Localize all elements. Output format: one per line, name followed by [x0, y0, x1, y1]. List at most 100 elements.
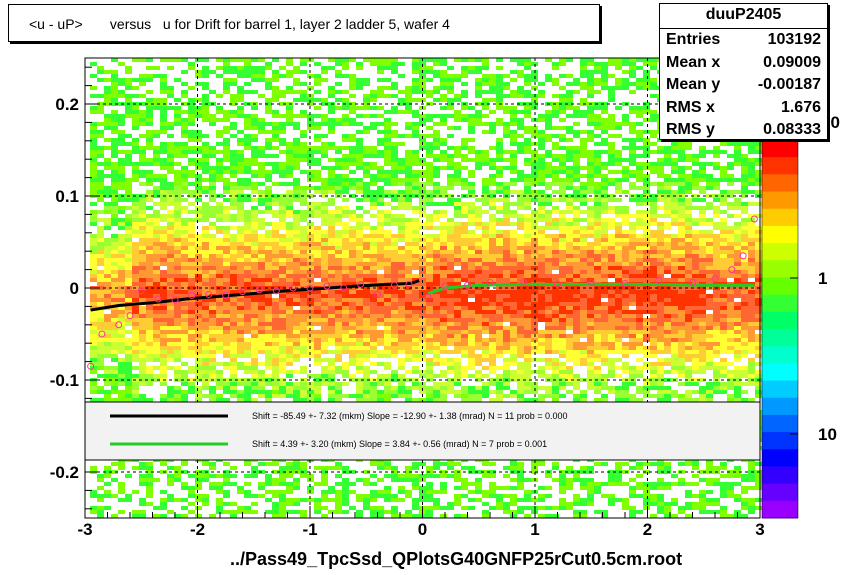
heatmap-cell — [202, 154, 209, 158]
heatmap-cell — [251, 170, 258, 174]
heatmap-cell — [146, 98, 153, 102]
heatmap-cell — [160, 182, 167, 186]
heatmap-cell — [202, 190, 209, 194]
heatmap-cell — [139, 310, 146, 314]
heatmap-cell — [482, 74, 489, 78]
heatmap-cell — [461, 178, 468, 182]
heatmap-cell — [90, 242, 97, 246]
heatmap-cell — [314, 190, 321, 194]
heatmap-cell — [209, 186, 216, 190]
heatmap-cell — [209, 474, 216, 478]
heatmap-cell — [293, 382, 300, 386]
heatmap-cell — [440, 186, 447, 190]
heatmap-cell — [426, 338, 433, 342]
heatmap-cell — [384, 278, 391, 282]
heatmap-cell — [496, 142, 503, 146]
heatmap-cell — [258, 362, 265, 366]
heatmap-cell — [230, 214, 237, 218]
heatmap-cell — [489, 174, 496, 178]
heatmap-cell — [125, 250, 132, 254]
heatmap-cell — [405, 322, 412, 326]
heatmap-cell — [342, 238, 349, 242]
heatmap-cell — [265, 102, 272, 106]
heatmap-cell — [90, 350, 97, 354]
heatmap-cell — [440, 486, 447, 490]
heatmap-cell — [356, 86, 363, 90]
heatmap-cell — [223, 366, 230, 370]
heatmap-cell — [412, 502, 419, 506]
heatmap-cell — [237, 398, 244, 402]
heatmap-cell — [370, 302, 377, 306]
heatmap-cell — [181, 90, 188, 94]
heatmap-cell — [244, 70, 251, 74]
heatmap-cell — [230, 314, 237, 318]
heatmap-cell — [468, 322, 475, 326]
heatmap-cell — [321, 254, 328, 258]
heatmap-cell — [461, 266, 468, 270]
heatmap-cell — [398, 226, 405, 230]
heatmap-cell — [419, 234, 426, 238]
heatmap-cell — [97, 346, 104, 350]
heatmap-cell — [489, 470, 496, 474]
heatmap-cell — [356, 218, 363, 222]
heatmap-cell — [216, 486, 223, 490]
heatmap-cell — [440, 358, 447, 362]
heatmap-cell — [454, 314, 461, 318]
heatmap-cell — [286, 510, 293, 514]
heatmap-cell — [258, 390, 265, 394]
heatmap-cell — [230, 226, 237, 230]
heatmap-cell — [328, 330, 335, 334]
heatmap-cell — [97, 110, 104, 114]
heatmap-cell — [370, 362, 377, 366]
heatmap-cell — [230, 326, 237, 330]
heatmap-cell — [398, 302, 405, 306]
heatmap-cell — [286, 106, 293, 110]
heatmap-cell — [391, 258, 398, 262]
heatmap-cell — [202, 242, 209, 246]
heatmap-cell — [146, 330, 153, 334]
heatmap-cell — [475, 246, 482, 250]
heatmap-cell — [489, 190, 496, 194]
heatmap-cell — [447, 274, 454, 278]
heatmap-cell — [440, 350, 447, 354]
heatmap-cell — [412, 254, 419, 258]
heatmap-cell — [398, 330, 405, 334]
heatmap-cell — [293, 126, 300, 130]
heatmap-cell — [132, 170, 139, 174]
heatmap-cell — [167, 166, 174, 170]
heatmap-cell — [475, 374, 482, 378]
heatmap-cell — [251, 126, 258, 130]
heatmap-cell — [454, 58, 461, 62]
heatmap-cell — [160, 338, 167, 342]
heatmap-cell — [349, 362, 356, 366]
heatmap-cell — [454, 146, 461, 150]
heatmap-cell — [433, 226, 440, 230]
heatmap-cell — [167, 346, 174, 350]
heatmap-cell — [230, 358, 237, 362]
heatmap-cell — [118, 398, 125, 402]
heatmap-cell — [237, 198, 244, 202]
heatmap-cell — [447, 370, 454, 374]
heatmap-cell — [454, 474, 461, 478]
heatmap-cell — [223, 130, 230, 134]
heatmap-cell — [237, 322, 244, 326]
heatmap-cell — [447, 350, 454, 354]
heatmap-cell — [139, 398, 146, 402]
heatmap-cell — [342, 346, 349, 350]
heatmap-cell — [356, 294, 363, 298]
heatmap-cell — [426, 486, 433, 490]
heatmap-cell — [405, 290, 412, 294]
heatmap-cell — [188, 62, 195, 66]
heatmap-cell — [279, 234, 286, 238]
heatmap-cell — [188, 66, 195, 70]
heatmap-cell — [230, 378, 237, 382]
heatmap-cell — [146, 78, 153, 82]
heatmap-cell — [118, 254, 125, 258]
heatmap-cell — [181, 174, 188, 178]
heatmap-cell — [258, 238, 265, 242]
heatmap-cell — [293, 326, 300, 330]
heatmap-cell — [293, 478, 300, 482]
heatmap-cell — [272, 134, 279, 138]
heatmap-cell — [398, 178, 405, 182]
heatmap-cell — [356, 162, 363, 166]
